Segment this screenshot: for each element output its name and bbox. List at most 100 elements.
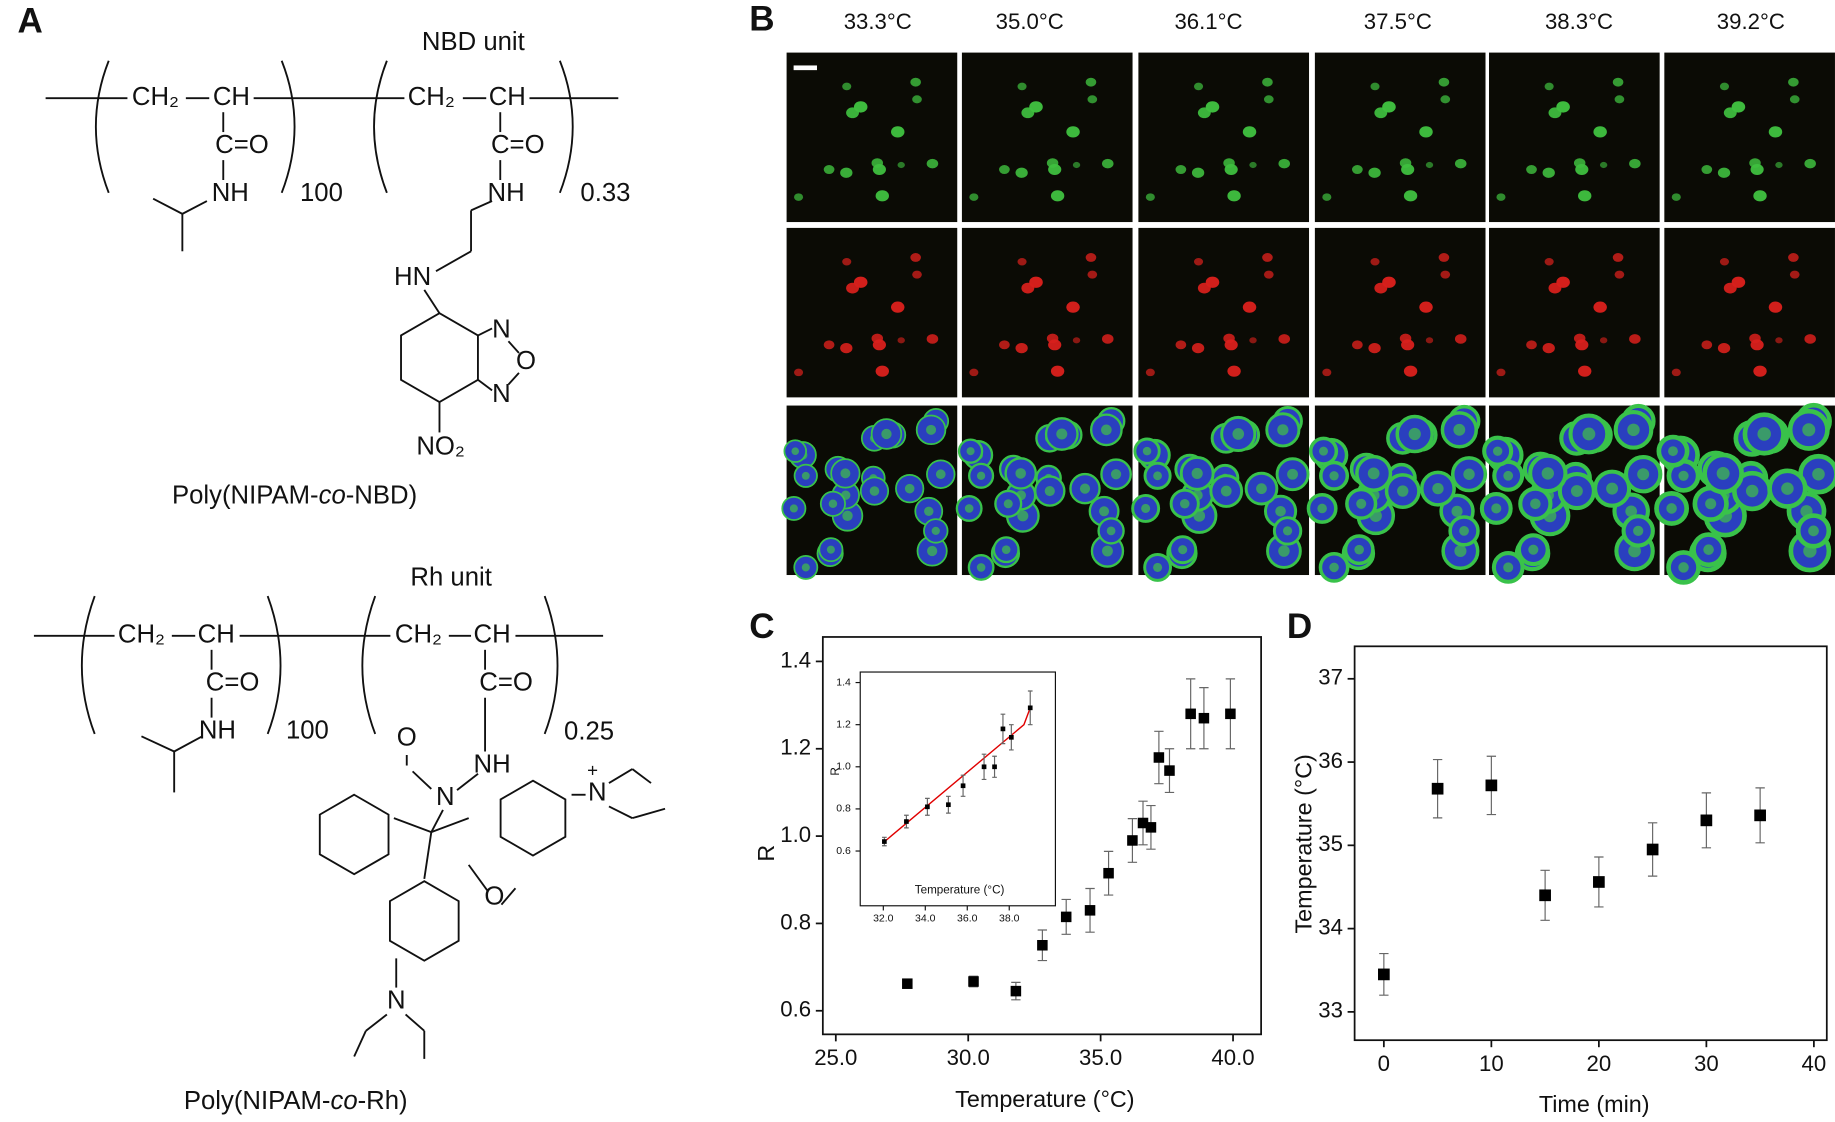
- cell-nucleus: [927, 545, 938, 557]
- data-point: [1103, 867, 1114, 879]
- x-tick-label: 30: [1694, 1051, 1719, 1076]
- cell-nucleus: [976, 471, 986, 480]
- cell-signal: [853, 101, 868, 113]
- atom-label: NH: [212, 179, 249, 207]
- cell-signal: [1542, 167, 1555, 178]
- cell-signal: [1575, 164, 1589, 175]
- cell-nucleus: [842, 510, 853, 522]
- atom-label: NH: [474, 750, 511, 778]
- cell-signal: [1731, 276, 1746, 288]
- data-point: [981, 764, 987, 770]
- cell-nucleus: [1278, 545, 1290, 557]
- ring: [400, 312, 479, 404]
- x-tick-label: 40.0: [1211, 1045, 1254, 1070]
- bond: [470, 200, 493, 212]
- cell-signal: [1789, 270, 1800, 279]
- bond: [477, 379, 493, 392]
- cell-signal: [1322, 368, 1332, 377]
- bond: [467, 864, 489, 892]
- cell-signal: [1612, 77, 1624, 87]
- bond: [173, 735, 203, 753]
- scale-bar: [793, 65, 817, 71]
- bond: [430, 809, 444, 833]
- temperature-label: 36.1°C: [1174, 9, 1242, 34]
- cell-nucleus: [1354, 544, 1364, 555]
- x-axis-label: Time (min): [1539, 1091, 1650, 1117]
- cell-signal: [1403, 365, 1418, 377]
- cell-signal: [1775, 161, 1783, 169]
- data-point: [925, 804, 930, 810]
- atom-label: N: [492, 316, 511, 344]
- structure: CH₂ CH C=O NH CH₂ CH C=O NH HN NON NO₂ NBD unit 100 0…: [45, 28, 630, 510]
- cell-signal: [842, 82, 852, 91]
- image-frame: [1489, 52, 1660, 223]
- cell-signal: [1629, 334, 1641, 344]
- panel-letter: D: [1287, 607, 1312, 646]
- cell-nucleus: [828, 499, 838, 509]
- cell-signal: [1717, 342, 1731, 354]
- cell-signal: [1029, 276, 1043, 288]
- cell-signal: [1048, 164, 1062, 175]
- cell-signal: [1278, 158, 1290, 169]
- image-frame: [1664, 52, 1835, 223]
- cell-nucleus: [1625, 505, 1638, 518]
- caption-part: co: [319, 482, 346, 510]
- cell-signal: [1205, 276, 1220, 288]
- cell-nucleus: [1503, 562, 1514, 573]
- cell-nucleus: [1056, 428, 1068, 440]
- bond: [181, 200, 208, 215]
- cell-signal: [1671, 193, 1681, 201]
- micrograph: [1314, 52, 1486, 223]
- atom-label: N: [387, 986, 406, 1014]
- y-tick-label: 35: [1318, 831, 1343, 856]
- panel-letter: B: [749, 0, 774, 38]
- repeat-subscript: 100: [286, 716, 329, 744]
- cell-nucleus: [1582, 427, 1596, 441]
- cell-signal: [926, 158, 939, 169]
- cell-signal: [1614, 95, 1625, 104]
- cell-signal: [999, 165, 1010, 174]
- cell-signal: [1750, 164, 1764, 175]
- cell-signal: [1556, 276, 1570, 288]
- cell-signal: [1191, 342, 1205, 354]
- cell-signal: [875, 365, 889, 377]
- cell-nucleus: [1319, 446, 1329, 456]
- bond: [393, 817, 432, 834]
- cell-nucleus: [1256, 483, 1267, 495]
- y-tick-label: 0.6: [780, 997, 811, 1022]
- cell-nucleus: [1153, 471, 1162, 481]
- data-point: [1084, 905, 1096, 916]
- cell-nucleus: [1110, 469, 1122, 480]
- bond: [631, 768, 652, 784]
- cell-signal: [1066, 126, 1080, 138]
- bond: [423, 832, 433, 880]
- cell-signal: [1085, 77, 1097, 87]
- cell-signal: [1262, 253, 1273, 262]
- cell-nucleus: [1329, 471, 1339, 481]
- cell-signal: [1544, 257, 1554, 266]
- x-axis-label: Temperature (°C): [955, 1086, 1134, 1112]
- caption-part: -Rh): [358, 1087, 408, 1115]
- cell-signal: [1072, 161, 1081, 169]
- bond: [353, 1030, 367, 1057]
- cell-signal: [1753, 365, 1767, 377]
- cell-signal: [1048, 339, 1062, 351]
- cell-nucleus: [1808, 525, 1819, 537]
- micrograph: [1138, 52, 1310, 223]
- atom-label: N: [588, 778, 607, 806]
- cell-nucleus: [1003, 499, 1013, 509]
- cell-nucleus: [1678, 470, 1689, 481]
- repeat-subscript: 0.25: [564, 718, 614, 746]
- data-point: [1593, 876, 1605, 888]
- cell-signal: [897, 337, 905, 344]
- temperature-label: 39.2°C: [1717, 9, 1785, 34]
- cell-signal: [794, 193, 804, 201]
- cell-signal: [1750, 339, 1764, 351]
- cell-nucleus: [1503, 470, 1514, 481]
- cell-signal: [1015, 167, 1028, 178]
- cell-nucleus: [1017, 510, 1029, 522]
- cell-nucleus: [1317, 503, 1327, 514]
- y-tick-label: 1.2: [836, 718, 851, 730]
- cell-nucleus: [1153, 562, 1163, 572]
